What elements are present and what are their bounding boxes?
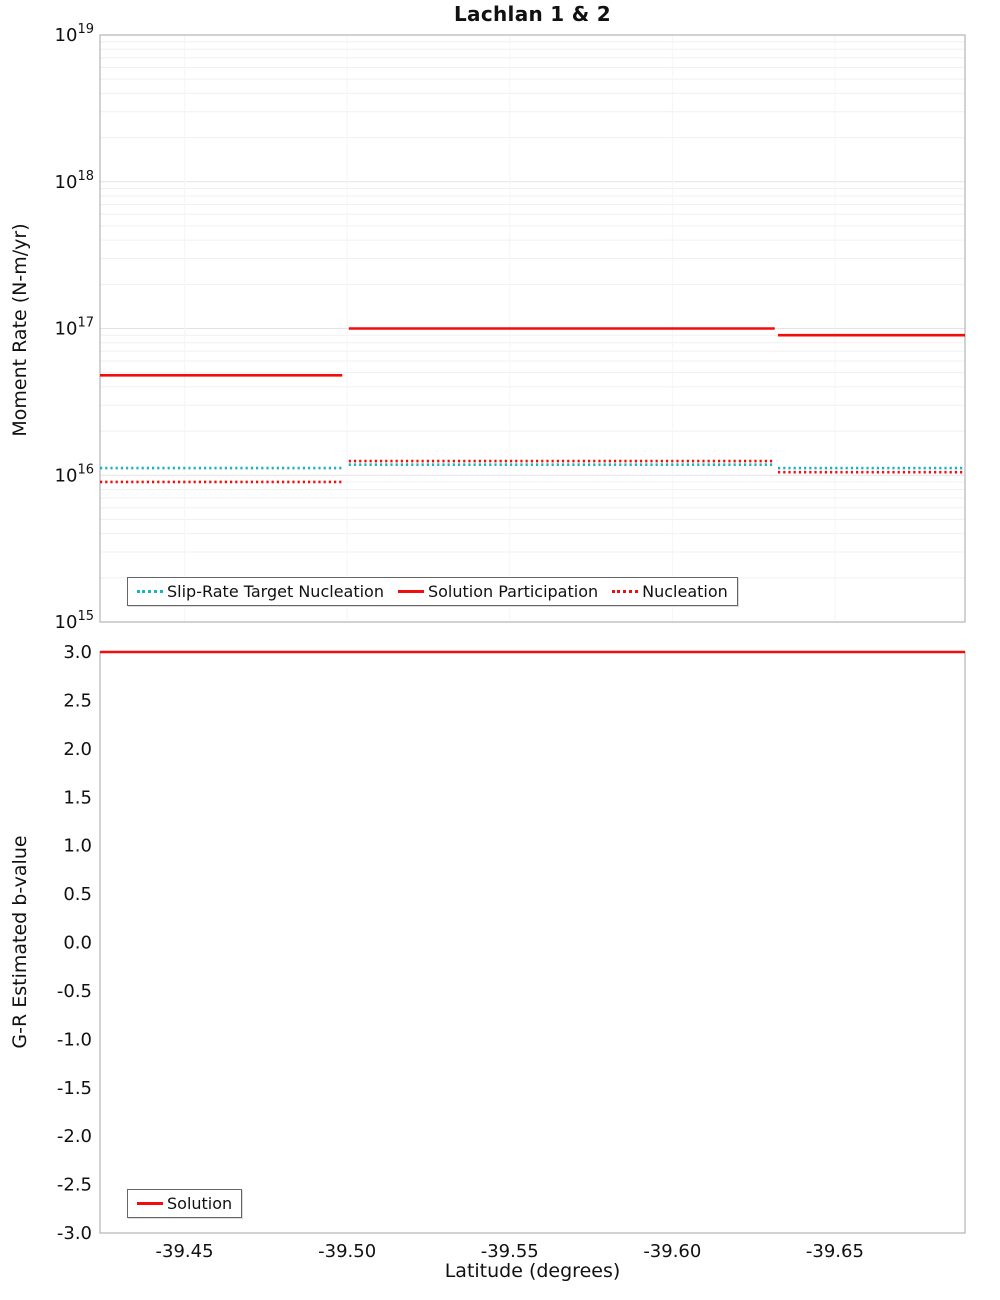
legend-item-nucleation: Nucleation — [612, 582, 728, 601]
legend-label: Solution — [167, 1194, 233, 1213]
nucleation-line-sample — [612, 590, 639, 593]
bottom-chart-plot-area: 3.0 2.5 2.0 1.5 1.0 0.5 0.0 -0.5 -1.0 -1.5 -2.0 -2.… — [57, 642, 966, 1262]
plot-border — [99, 34, 966, 623]
x-tick-label: -39.50 — [318, 1241, 376, 1262]
y-tick-label: -3.0 — [57, 1223, 92, 1244]
chart-title: Lachlan 1 & 2 — [454, 2, 611, 26]
y-tick-label: 1019 — [55, 22, 94, 46]
y-tick-label: -2.0 — [57, 1126, 92, 1147]
legend-label: Slip-Rate Target Nucleation — [167, 582, 384, 601]
solution-line-sample — [137, 1202, 163, 1205]
legend-label: Solution Participation — [427, 582, 599, 601]
slip-rate-target-nucleation-line-sample — [137, 590, 163, 593]
y-tick-label: 1017 — [55, 316, 94, 340]
solution-participation-line-sample — [397, 590, 424, 593]
legend-label: Nucleation — [642, 582, 728, 601]
y-tick-label: 1016 — [55, 462, 94, 486]
y-tick-label: 0.0 — [63, 933, 92, 954]
x-axis-label: Latitude (degrees) — [444, 1260, 621, 1282]
y-tick-label: 1.0 — [63, 836, 92, 857]
x-tick-label: -39.45 — [156, 1241, 214, 1262]
x-tick-label: -39.55 — [481, 1241, 539, 1262]
y-tick-label: -2.5 — [57, 1175, 92, 1196]
top-chart-plot-area: 1015 1016 1017 1018 1019 — [55, 22, 966, 633]
y-tick-label: 2.5 — [63, 690, 92, 711]
y-tick-label: -1.0 — [57, 1029, 92, 1050]
x-tick-label: -39.60 — [643, 1241, 701, 1262]
y-tick-label: 1015 — [55, 609, 94, 633]
bottom-legend: Solution — [127, 1189, 243, 1218]
y-tick-label: 3.0 — [63, 642, 92, 663]
y-tick-label: 1.5 — [63, 787, 92, 808]
plot-border — [99, 651, 966, 1234]
y-tick-label: -1.5 — [57, 1078, 92, 1099]
legend-item-solution: Solution — [137, 1194, 232, 1213]
x-tick-label: -39.65 — [806, 1241, 864, 1262]
y-tick-label: 0.5 — [63, 884, 92, 905]
y-tick-label: 2.0 — [63, 739, 92, 760]
y-tick-label: 1018 — [55, 169, 94, 193]
legend-item-slip-rate-target-nucleation: Slip-Rate Target Nucleation — [137, 582, 384, 601]
top-legend: Slip-Rate Target Nucleation Solution Par… — [127, 577, 738, 606]
legend-item-solution-participation: Solution Participation — [397, 582, 599, 601]
y-tick-label: -0.5 — [57, 981, 92, 1002]
